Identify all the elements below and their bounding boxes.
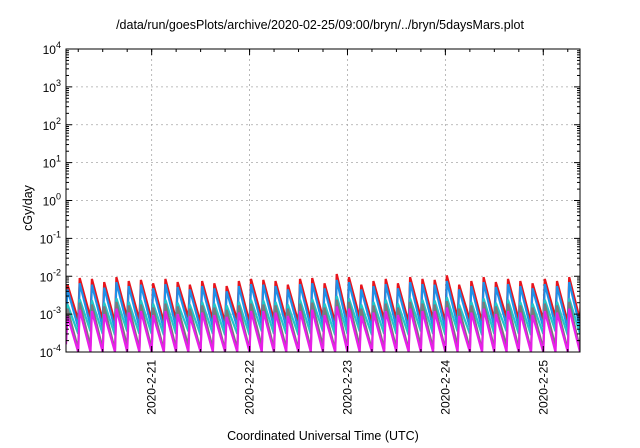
chart-title: /data/run/goesPlots/archive/2020-02-25/0… [116,18,524,32]
axes: 10-4 10-3 10-2 10-1 100 101 102 103 104 2020-2-21… [40,40,581,415]
x-tick-label: 2020-2-21 [145,360,159,415]
series-line [66,306,580,352]
y-tick-label: 10-4 [40,343,61,360]
plot-frame [65,48,581,353]
y-tick-label: 103 [43,78,61,95]
y-tick-label: 10-1 [40,229,61,246]
series-group [66,273,580,352]
y-tick-label: 10-2 [40,267,61,284]
x-axis-label: Coordinated Universal Time (UTC) [227,429,419,443]
x-tick-label: 2020-2-22 [243,360,257,415]
y-tick-label: 10-3 [40,305,61,322]
y-tick-label: 102 [43,116,61,133]
x-tick-label: 2020-2-25 [536,360,550,415]
y-tick-label: 101 [43,154,61,171]
y-tick-label: 100 [43,192,61,209]
grid [66,49,580,352]
x-tick-label: 2020-2-24 [438,360,452,415]
x-tick-label: 2020-2-23 [340,360,354,415]
y-tick-label: 104 [43,40,61,57]
